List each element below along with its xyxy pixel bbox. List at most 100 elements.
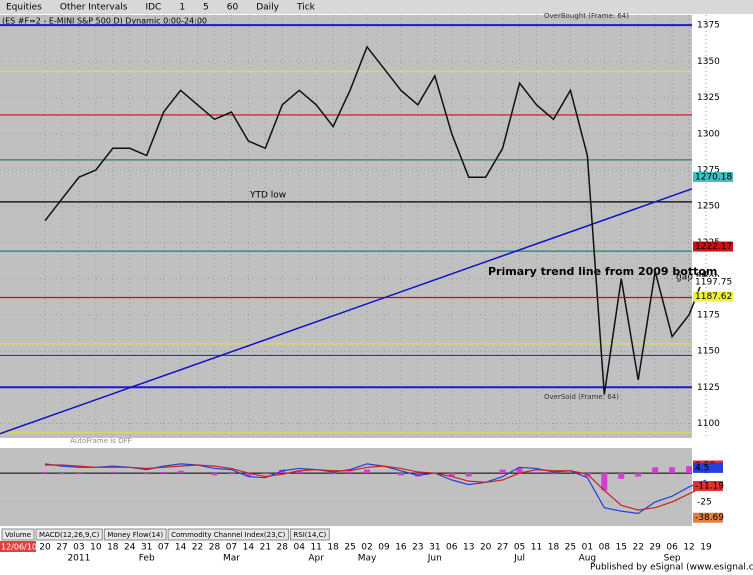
histogram-bar — [618, 473, 625, 479]
annotation: OverBought (Frame: 64) — [544, 12, 629, 20]
x-tick-label: 03 — [73, 543, 84, 553]
y-tick-label: 1175 — [697, 310, 720, 320]
x-tick-label: 12 — [683, 543, 694, 553]
toolbar-item[interactable]: 1 — [179, 3, 185, 13]
histogram-bar — [686, 466, 693, 474]
histogram-bar — [211, 473, 218, 476]
x-tick-label: 20 — [39, 543, 51, 553]
month-label: 2011 — [67, 554, 90, 564]
x-tick-label: 25 — [565, 543, 576, 553]
histogram-bar — [296, 470, 303, 474]
histogram-bar — [177, 470, 184, 474]
y-tick-label: 1325 — [697, 93, 720, 103]
price-box — [693, 291, 733, 302]
x-tick-label: 11 — [310, 543, 321, 553]
tab-label[interactable]: RSI(14,C) — [293, 531, 326, 539]
x-tick-label: 28 — [277, 543, 289, 553]
tab-label[interactable]: Volume — [5, 531, 31, 539]
tab-label[interactable]: Money Flow(14) — [107, 531, 163, 539]
x-tick-label: 15 — [616, 543, 627, 553]
x-tick-label: 27 — [56, 543, 67, 553]
x-tick-label: 16 — [395, 543, 407, 553]
month-label: Jun — [427, 554, 442, 564]
x-tick-label: 28 — [209, 543, 221, 553]
x-tick-label: 09 — [378, 543, 390, 553]
histogram-bar — [669, 467, 676, 474]
x-tick-label: 06 — [446, 543, 458, 553]
x-tick-label: 07 — [226, 543, 237, 553]
histogram-bar — [347, 471, 354, 474]
price-box-label: 1197.75 — [695, 277, 732, 287]
macd-line — [45, 464, 707, 511]
x-tick-label: 04 — [294, 543, 306, 553]
annotation: YTD low — [249, 191, 286, 201]
footer: Published by eSignal (www.esignal.com) — [590, 563, 753, 573]
x-tick-label: 18 — [327, 543, 339, 553]
x-tick-label: 24 — [124, 543, 136, 553]
toolbar-item[interactable]: 60 — [227, 3, 239, 13]
month-label: Mar — [223, 554, 240, 564]
x-tick-label: 14 — [243, 543, 255, 553]
x-tick-label: 05 — [514, 543, 525, 553]
x-tick-label: 27 — [497, 543, 508, 553]
tab[interactable] — [103, 528, 167, 541]
x-tick-label: 18 — [107, 543, 119, 553]
tab-label[interactable]: Commodity Channel Index(23,C) — [171, 531, 286, 539]
price-panel — [0, 15, 692, 438]
value-box — [693, 480, 723, 491]
x-tick-label: 19 — [700, 543, 712, 553]
histogram-bar — [228, 473, 235, 475]
toolbar-item[interactable]: Equities — [6, 3, 42, 13]
histogram-bar — [448, 473, 455, 477]
histogram-bar — [533, 471, 540, 474]
month-label: Feb — [139, 554, 155, 564]
tab[interactable] — [35, 528, 103, 541]
y-tick-label: -25 — [697, 497, 712, 507]
price-box — [693, 241, 733, 252]
x-tick-label: 31 — [429, 543, 440, 553]
y-tick-label: 1150 — [697, 347, 720, 357]
tab[interactable] — [289, 528, 330, 541]
toolbar-item[interactable]: Daily — [256, 3, 279, 13]
tab-label[interactable]: MACD(12,26,9,C) — [39, 531, 100, 539]
price-line — [44, 45, 707, 395]
toolbar-item[interactable]: 5 — [203, 3, 209, 13]
value-box-label: -38.69 — [695, 513, 724, 523]
month-label: Jul — [513, 554, 525, 564]
month-label: Aug — [579, 554, 597, 564]
histogram-bar — [601, 473, 608, 491]
x-tick-label: 06 — [666, 543, 678, 553]
histogram-bar — [160, 471, 167, 474]
x-tick-label: 02 — [361, 543, 372, 553]
tab[interactable] — [167, 528, 289, 541]
x-tick-label: 22 — [632, 543, 643, 553]
x-tick-label: 14 — [175, 543, 187, 553]
toolbar-item[interactable]: Other Intervals — [60, 3, 128, 13]
y-tick-label: 1100 — [697, 419, 720, 429]
month-label: Sep — [664, 554, 681, 564]
month-label: Apr — [308, 554, 324, 564]
toolbar — [0, 0, 753, 14]
x-tick-label: 21 — [260, 543, 271, 553]
value-box-label: 4.5 — [695, 463, 709, 473]
histogram-bar — [42, 471, 48, 474]
annotation: AutoFrame is OFF — [70, 437, 132, 445]
histogram-bar — [397, 473, 404, 476]
y-tick-label: 1350 — [697, 57, 720, 67]
x-tick-label: 08 — [599, 543, 611, 553]
histogram-bar — [550, 473, 557, 475]
value-box-label: -11.19 — [695, 481, 724, 491]
toolbar-item[interactable]: Tick — [296, 3, 316, 13]
month-label: May — [358, 554, 377, 564]
histogram-bar — [499, 469, 506, 474]
x-tick-label: 10 — [90, 543, 102, 553]
toolbar-item[interactable]: IDC — [145, 3, 161, 13]
x-tick-label: 25 — [344, 543, 355, 553]
tab[interactable] — [1, 528, 35, 541]
indicator-panel — [0, 448, 692, 526]
price-box-label: 1187.62 — [695, 292, 732, 302]
x-tick-label: 13 — [463, 543, 474, 553]
price-box — [693, 276, 733, 287]
y-tick-label: 1125 — [697, 383, 720, 393]
